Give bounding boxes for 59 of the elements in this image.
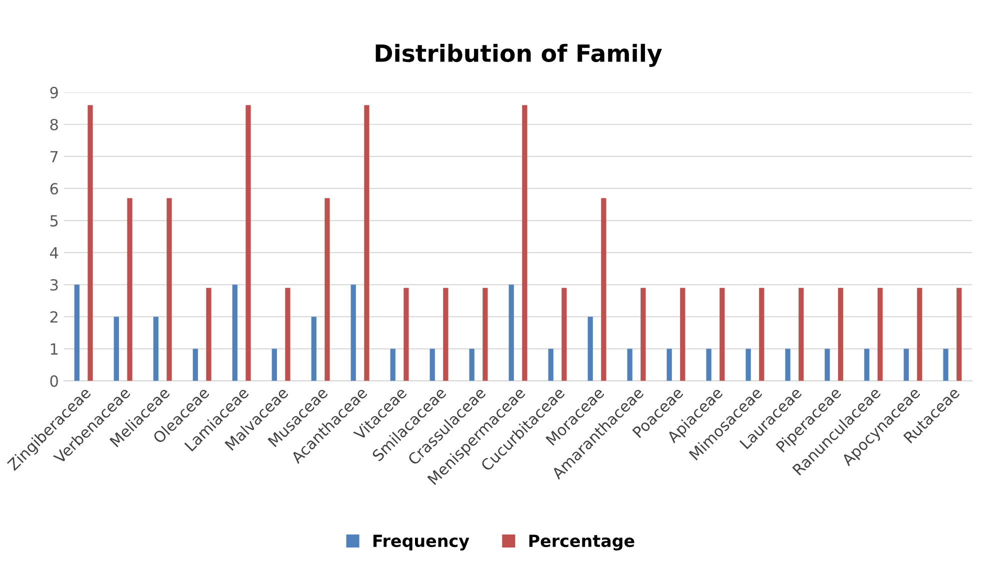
bar: [192, 348, 198, 381]
bar: [680, 288, 686, 381]
y-tick-label: 8: [50, 118, 58, 130]
bar: [627, 348, 632, 381]
y-tick-label: 9: [50, 86, 58, 98]
y-tick-label: 0: [50, 375, 58, 387]
bar: [404, 288, 409, 381]
legend-label: Percentage: [529, 534, 634, 550]
bar: [443, 288, 448, 381]
bar: [469, 348, 474, 381]
y-tick-label: 2: [50, 311, 58, 323]
y-tick-label: 5: [50, 215, 58, 227]
bar: [548, 348, 554, 381]
bar: [482, 288, 488, 381]
bar: [350, 284, 356, 381]
bar: [640, 288, 646, 381]
bar: [390, 348, 396, 381]
bar: [720, 288, 725, 381]
y-tick-label: 4: [50, 247, 58, 258]
bar: [917, 288, 922, 381]
bar: [74, 284, 80, 381]
y-tick-label: 3: [50, 279, 58, 291]
bar: [114, 316, 119, 381]
bar: [562, 288, 567, 381]
bar: [785, 348, 790, 381]
bar: [364, 105, 370, 381]
bar: [746, 348, 751, 381]
bar: [956, 288, 962, 381]
bar: [166, 198, 172, 381]
bar: [324, 198, 330, 381]
legend-label: Frequency: [373, 534, 470, 550]
y-tick-label: 1: [50, 343, 58, 355]
bar: [88, 105, 93, 381]
bar: [759, 288, 764, 381]
bar: [824, 348, 830, 381]
bar: [272, 348, 277, 381]
bar: [153, 316, 158, 381]
bar: [864, 348, 870, 381]
bar: [127, 198, 132, 381]
y-tick-label: 6: [50, 182, 58, 195]
bar: [522, 105, 528, 381]
bar: [246, 105, 251, 381]
bar: [508, 284, 514, 381]
bar: [588, 316, 593, 381]
bar: [943, 348, 948, 381]
bar: [206, 288, 212, 381]
chart-title: Distribution of Family: [376, 44, 662, 67]
bar: [798, 288, 804, 381]
bar: [904, 348, 909, 381]
bar: [430, 348, 435, 381]
bar: [666, 348, 672, 381]
bar: [706, 348, 712, 381]
bar: [601, 198, 606, 381]
bar: [232, 284, 238, 381]
bar: [285, 288, 290, 381]
bar: [878, 288, 883, 381]
bar: [838, 288, 844, 381]
bar: [311, 316, 316, 381]
y-tick-label: 7: [50, 151, 58, 162]
